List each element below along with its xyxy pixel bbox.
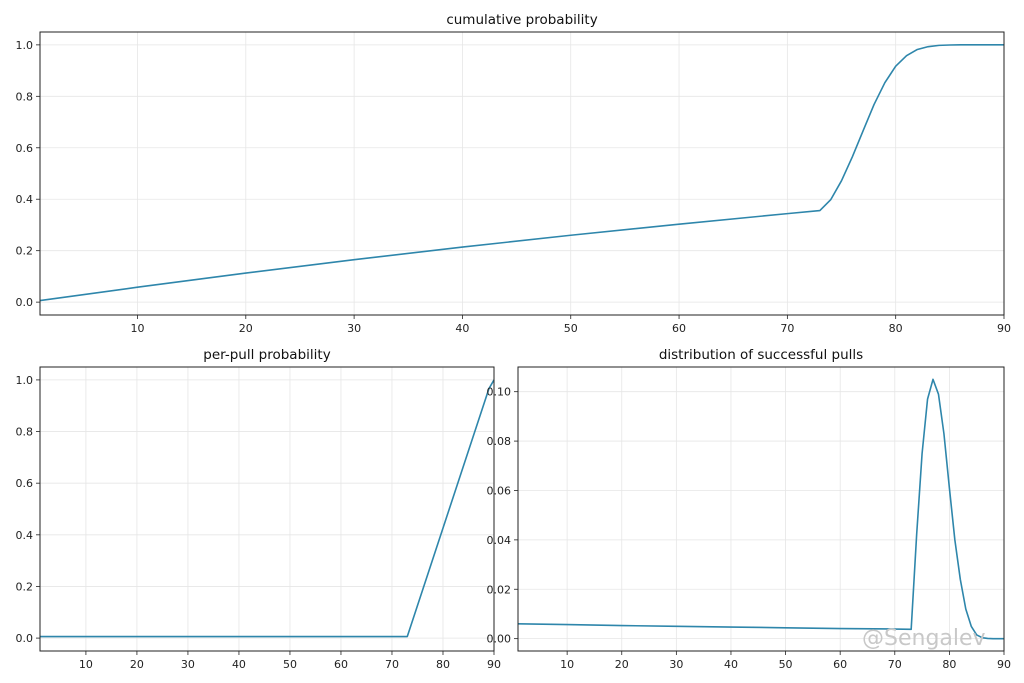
y-tick-label: 0.2 bbox=[16, 245, 34, 258]
y-tick-label: 1.0 bbox=[16, 374, 34, 387]
y-tick-label: 0.6 bbox=[16, 142, 34, 155]
y-tick-label: 0.0 bbox=[16, 296, 34, 309]
x-tick-label: 30 bbox=[669, 658, 683, 671]
x-tick-label: 90 bbox=[487, 658, 501, 671]
series-line bbox=[517, 378, 1004, 640]
x-tick-label: 90 bbox=[997, 658, 1011, 671]
x-tick-label: 20 bbox=[239, 322, 253, 335]
y-tick-label: 0.4 bbox=[16, 529, 34, 542]
x-tick-label: 40 bbox=[455, 322, 469, 335]
watermark: @Sengalev bbox=[862, 626, 986, 651]
x-tick-label: 40 bbox=[232, 658, 246, 671]
y-tick-label: 0.2 bbox=[16, 580, 34, 593]
x-tick-label: 10 bbox=[130, 322, 144, 335]
plot-frame bbox=[39, 31, 1005, 316]
x-tick-label: 70 bbox=[385, 658, 399, 671]
y-tick-label: 0.8 bbox=[16, 426, 34, 439]
x-tick-label: 40 bbox=[724, 658, 738, 671]
chart-title: distribution of successful pulls bbox=[659, 347, 863, 363]
plot-frame bbox=[39, 366, 495, 652]
y-tick-label: 0.06 bbox=[487, 484, 512, 497]
y-tick-label: 0.04 bbox=[487, 534, 512, 547]
x-tick-label: 90 bbox=[997, 322, 1011, 335]
y-tick-label: 0.8 bbox=[16, 90, 34, 103]
y-tick-label: 0.02 bbox=[487, 583, 512, 596]
x-tick-label: 80 bbox=[436, 658, 450, 671]
y-tick-label: 0.4 bbox=[16, 193, 34, 206]
y-tick-label: 0.0 bbox=[16, 632, 34, 645]
x-tick-label: 60 bbox=[833, 658, 847, 671]
plot-frame bbox=[517, 366, 1005, 652]
y-tick-label: 0.08 bbox=[487, 435, 512, 448]
x-tick-label: 30 bbox=[181, 658, 195, 671]
successful-pulls-distribution-panel: 10 20 30 40 50 60 70 80 90 0.00 0.02 0.04 0.06 0.08 0.… bbox=[487, 347, 1012, 671]
series-line bbox=[39, 44, 1004, 302]
x-tick-label: 50 bbox=[779, 658, 793, 671]
x-tick-label: 50 bbox=[283, 658, 297, 671]
chart-title: per-pull probability bbox=[203, 347, 330, 363]
x-tick-label: 10 bbox=[560, 658, 574, 671]
y-tick-label: 0.6 bbox=[16, 477, 34, 490]
x-tick-label: 80 bbox=[942, 658, 956, 671]
x-tick-label: 80 bbox=[889, 322, 903, 335]
x-tick-label: 70 bbox=[780, 322, 794, 335]
y-tick-label: 0.10 bbox=[487, 386, 512, 399]
x-tick-label: 70 bbox=[888, 658, 902, 671]
x-tick-label: 20 bbox=[615, 658, 629, 671]
x-tick-label: 10 bbox=[79, 658, 93, 671]
chart-title: cumulative probability bbox=[446, 12, 597, 28]
series-line bbox=[40, 379, 495, 638]
cumulative-probability-panel: 10 20 30 40 50 60 70 80 90 0.0 0.2 0.4 0.6 0.8 1.0 cumu… bbox=[16, 12, 1012, 335]
y-tick-label: 0.00 bbox=[487, 633, 512, 646]
x-tick-label: 50 bbox=[564, 322, 578, 335]
x-tick-label: 60 bbox=[334, 658, 348, 671]
per-pull-probability-panel: 10 20 30 40 50 60 70 80 90 0.0 0.2 0.4 0.6 0.8 1.0 per-… bbox=[16, 347, 502, 671]
x-tick-label: 20 bbox=[130, 658, 144, 671]
x-tick-label: 30 bbox=[347, 322, 361, 335]
y-tick-label: 1.0 bbox=[16, 39, 34, 52]
x-tick-label: 60 bbox=[672, 322, 686, 335]
